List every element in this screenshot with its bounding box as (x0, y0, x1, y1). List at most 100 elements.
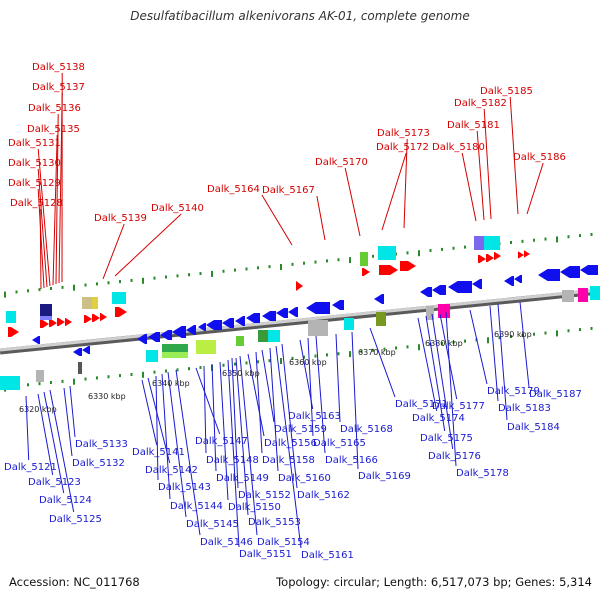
reverse-gene-arrow (504, 276, 514, 286)
gene-leader-line (155, 375, 159, 481)
gene-leader-line (275, 345, 302, 549)
cog-color-box (78, 362, 82, 374)
tick-bottom (96, 376, 98, 380)
tick-bottom (487, 337, 489, 344)
tick-bottom (61, 379, 64, 383)
gene-label-dalk_5159: Dalk_5159 (274, 424, 327, 435)
cog-color-box (40, 304, 52, 316)
gene-label-dalk_5128: Dalk_5128 (10, 198, 63, 209)
tick-top (257, 266, 259, 270)
cog-color-box (36, 370, 44, 382)
tick-top (464, 245, 466, 249)
tick-top (15, 290, 18, 294)
gene-leader-line (227, 359, 240, 548)
gene-leader-line (239, 355, 258, 536)
tick-top (510, 241, 512, 244)
gene-leader-line (219, 361, 229, 501)
forward-gene-arrow (65, 318, 72, 326)
reverse-gene-arrow (235, 316, 245, 326)
gene-leader-line (351, 331, 359, 470)
gene-leader-line (509, 96, 519, 215)
tick-bottom (73, 378, 75, 385)
gene-leader-line (497, 303, 508, 421)
tick-bottom (521, 333, 524, 337)
tick-top (84, 283, 87, 287)
gene-leader-line (261, 194, 293, 246)
gene-label-dalk_5172: Dalk_5172 (376, 142, 429, 153)
gene-label-dalk_5178: Dalk_5178 (456, 468, 509, 479)
reverse-gene-arrow (82, 346, 90, 354)
tick-top (107, 281, 110, 285)
tick-bottom (142, 371, 144, 378)
gene-label-dalk_5161: Dalk_5161 (301, 550, 354, 561)
gene-leader-line (147, 377, 171, 464)
tick-top (38, 288, 41, 292)
gene-label-dalk_5174: Dalk_5174 (412, 413, 465, 424)
tick-top (291, 262, 294, 266)
reverse-gene-arrow (448, 281, 472, 293)
gene-label-dalk_5180: Dalk_5180 (432, 142, 485, 153)
tick-top (452, 246, 455, 250)
tick-top (268, 265, 271, 269)
tick-top (153, 276, 156, 280)
gene-leader-line (25, 395, 30, 461)
reverse-gene-arrow (306, 302, 330, 314)
gene-label-dalk_5185: Dalk_5185 (480, 86, 533, 97)
cog-color-box (112, 292, 126, 304)
tick-bottom (498, 336, 501, 340)
tick-bottom (222, 363, 225, 367)
reverse-gene-arrow (73, 348, 82, 356)
gene-leader-line (369, 327, 396, 398)
tick-top (165, 275, 167, 279)
cog-color-box (590, 286, 600, 300)
tick-bottom (567, 329, 570, 333)
gene-label-dalk_5179: Dalk_5179 (487, 386, 540, 397)
reverse-gene-arrow (580, 265, 598, 275)
gene-leader-line (489, 305, 499, 402)
gene-label-dalk_5166: Dalk_5166 (325, 455, 378, 466)
forward-gene-arrow (478, 255, 486, 263)
reverse-gene-arrow (472, 279, 482, 289)
forward-gene-arrow (100, 313, 107, 321)
gene-leader-line (161, 373, 171, 500)
gene-label-dalk_5129: Dalk_5129 (8, 178, 61, 189)
forward-gene-arrow (296, 281, 303, 291)
gene-label-dalk_5176: Dalk_5176 (428, 451, 481, 462)
cog-color-box (92, 297, 98, 309)
kbp-tick-label: 6380 kbp (425, 339, 463, 348)
tick-bottom (544, 331, 547, 335)
tick-top (406, 251, 409, 255)
gene-leader-line (231, 357, 239, 489)
forward-gene-arrow (92, 314, 100, 322)
kbp-tick-label: 6320 kbp (19, 405, 57, 414)
tick-bottom (406, 345, 409, 349)
tick-top (418, 250, 420, 257)
accession-text: Accession: NC_011768 (9, 575, 140, 589)
tick-bottom (107, 375, 110, 379)
tick-top (222, 269, 225, 273)
gene-leader-line (195, 367, 221, 435)
gene-label-dalk_5143: Dalk_5143 (158, 482, 211, 493)
reverse-gene-arrow (374, 294, 384, 304)
tick-top (234, 268, 236, 272)
tick-bottom (441, 341, 443, 345)
tick-bottom (372, 348, 374, 352)
gene-label-dalk_5169: Dalk_5169 (358, 471, 411, 482)
tick-top (544, 237, 547, 241)
reverse-gene-arrow (137, 334, 147, 344)
tick-bottom (326, 353, 328, 357)
tick-bottom (257, 360, 259, 364)
tick-top (119, 280, 121, 284)
gene-label-dalk_5141: Dalk_5141 (132, 447, 185, 458)
tick-top (441, 247, 443, 251)
tick-bottom (337, 352, 340, 356)
gene-label-dalk_5136: Dalk_5136 (28, 103, 81, 114)
gene-label-dalk_5149: Dalk_5149 (216, 473, 269, 484)
gene-label-dalk_5154: Dalk_5154 (257, 537, 310, 548)
gene-label-dalk_5184: Dalk_5184 (507, 422, 560, 433)
kbp-tick-label: 6330 kbp (88, 392, 126, 401)
cog-color-box (6, 311, 16, 323)
tick-bottom (383, 347, 386, 351)
reverse-gene-arrow (560, 266, 580, 278)
